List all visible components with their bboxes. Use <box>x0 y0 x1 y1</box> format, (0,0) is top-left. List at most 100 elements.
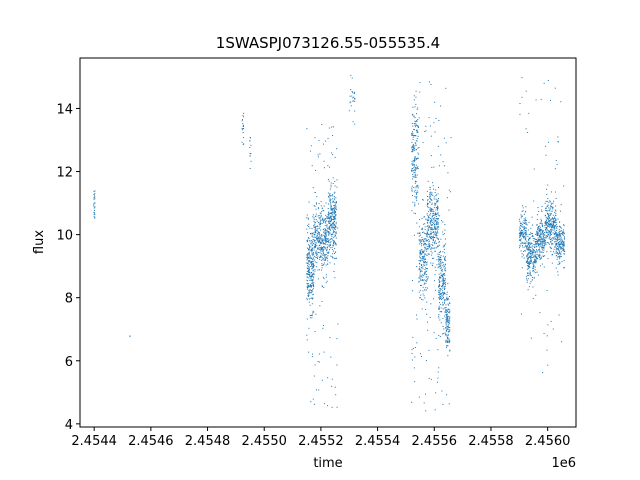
data-point <box>551 207 553 209</box>
data-point <box>545 237 547 239</box>
data-point <box>535 243 537 245</box>
data-point <box>417 232 419 234</box>
data-point <box>331 234 333 236</box>
data-point <box>527 254 529 256</box>
data-point <box>544 239 546 241</box>
data-point <box>429 209 431 211</box>
data-point <box>442 295 444 297</box>
data-point <box>411 134 413 136</box>
data-point <box>434 234 436 236</box>
data-point <box>559 263 561 265</box>
data-point <box>422 293 424 295</box>
data-point <box>428 246 430 248</box>
data-point <box>438 262 440 264</box>
data-point <box>435 195 437 197</box>
data-point <box>422 238 424 240</box>
data-point <box>431 208 433 210</box>
data-point <box>309 304 311 306</box>
data-point <box>332 233 334 235</box>
data-point <box>424 253 426 255</box>
data-point <box>416 174 418 176</box>
data-point <box>540 230 542 232</box>
data-point <box>426 190 428 192</box>
data-point <box>427 329 429 331</box>
data-point <box>426 219 428 221</box>
data-point <box>326 248 328 250</box>
data-point <box>540 218 542 220</box>
data-point <box>331 406 333 408</box>
data-point <box>546 221 548 223</box>
data-point <box>442 251 444 253</box>
data-point <box>553 200 555 202</box>
data-point <box>431 216 433 218</box>
data-point <box>326 280 328 282</box>
data-point <box>526 246 528 248</box>
data-point <box>93 215 95 217</box>
data-point <box>413 191 415 193</box>
data-point <box>531 254 533 256</box>
data-point <box>425 280 427 282</box>
data-point <box>529 261 531 263</box>
data-point <box>561 233 563 235</box>
data-point <box>442 246 444 248</box>
data-point <box>550 203 552 205</box>
data-point <box>550 239 552 241</box>
data-point <box>311 228 313 230</box>
data-point <box>418 235 420 237</box>
data-point <box>309 272 311 274</box>
data-point <box>445 326 447 328</box>
data-point <box>415 170 417 172</box>
data-point <box>541 210 543 212</box>
data-point <box>249 167 251 169</box>
data-point <box>440 296 442 297</box>
data-point <box>316 238 318 240</box>
data-point <box>322 210 324 212</box>
data-point <box>446 197 448 199</box>
data-point <box>540 265 542 267</box>
data-point <box>423 241 425 243</box>
data-point <box>522 236 524 238</box>
data-point <box>312 253 314 255</box>
data-point <box>542 236 544 238</box>
data-point <box>325 237 327 239</box>
data-point <box>519 227 521 229</box>
data-point <box>334 225 336 227</box>
data-point <box>249 137 251 139</box>
data-point <box>425 262 427 264</box>
data-point <box>528 242 530 244</box>
data-point <box>535 239 537 241</box>
data-point <box>411 168 413 170</box>
data-point <box>425 270 427 272</box>
data-point <box>333 192 335 194</box>
data-point <box>529 266 531 268</box>
data-point <box>523 257 525 259</box>
data-point <box>433 233 435 235</box>
data-point <box>326 249 328 251</box>
data-point <box>543 234 545 236</box>
data-point <box>426 245 428 247</box>
data-point <box>426 273 428 275</box>
data-point <box>427 225 429 227</box>
data-point <box>318 247 320 249</box>
data-point <box>435 236 437 238</box>
data-point <box>437 193 439 195</box>
data-point <box>527 241 529 243</box>
data-point <box>328 193 330 195</box>
y-tick-label: 10 <box>56 229 73 244</box>
data-point <box>553 232 555 234</box>
data-point <box>557 256 559 258</box>
data-point <box>426 204 428 206</box>
data-point <box>430 227 432 229</box>
data-point <box>329 229 331 231</box>
data-point <box>550 191 552 193</box>
data-point <box>316 253 318 255</box>
data-point <box>543 248 545 250</box>
data-point <box>447 283 449 285</box>
data-point <box>559 242 561 244</box>
data-point <box>307 280 309 282</box>
data-point <box>430 378 432 380</box>
data-point <box>306 274 308 276</box>
data-point <box>322 248 324 250</box>
data-point <box>333 243 335 245</box>
data-point <box>561 232 563 234</box>
